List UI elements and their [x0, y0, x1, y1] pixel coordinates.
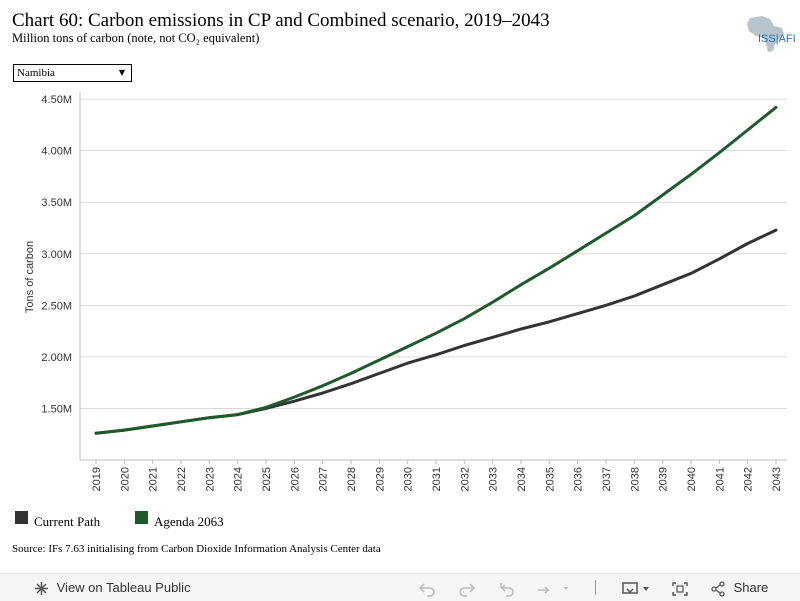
x-tick-label: 2040	[686, 467, 698, 491]
revert-icon	[500, 582, 514, 597]
country-dropdown[interactable]: Namibia ▼	[13, 64, 132, 82]
x-tick-label: 2035	[544, 467, 556, 491]
x-tick-label: 2031	[431, 467, 443, 491]
gridlines	[80, 98, 787, 409]
x-tick-label: 2030	[403, 467, 415, 491]
share-label: Share	[733, 580, 769, 595]
legend-label: Agenda 2063	[154, 514, 224, 529]
undo-button[interactable]	[418, 574, 436, 601]
x-tick-label: 2043	[771, 467, 783, 491]
y-tick-label: 2.50M	[41, 300, 72, 312]
redo-button[interactable]	[458, 574, 476, 601]
revert-button[interactable]	[498, 574, 516, 601]
legend-swatch	[135, 511, 148, 524]
refresh-icon	[538, 586, 568, 594]
x-tick-label: 2023	[204, 467, 216, 491]
logo-text: ISS|AFI	[758, 33, 796, 45]
y-tick-label: 3.00M	[41, 249, 72, 261]
share-button[interactable]: Share	[710, 574, 768, 601]
x-tick-label: 2041	[714, 467, 726, 491]
refresh-button[interactable]	[536, 574, 570, 601]
y-tick-label: 4.00M	[41, 146, 72, 158]
undo-icon	[418, 583, 435, 597]
x-tick-label: 2032	[459, 467, 471, 491]
download-icon	[622, 581, 649, 594]
tableau-logo-icon	[35, 582, 48, 596]
y-tick-label: 3.50M	[41, 197, 72, 209]
download-button[interactable]	[621, 574, 651, 601]
country-dropdown-value: Namibia	[17, 67, 55, 79]
x-tick-label: 2042	[743, 467, 755, 491]
fullscreen-button[interactable]	[671, 574, 689, 601]
legend-label: Current Path	[34, 514, 101, 529]
x-tick-label: 2033	[488, 467, 500, 491]
toolbar-divider	[595, 580, 596, 595]
x-tick-label: 2027	[318, 467, 330, 491]
x-tick-label: 2026	[289, 467, 301, 491]
x-tick-label: 2029	[374, 467, 386, 491]
y-tick-label: 4.50M	[41, 94, 72, 106]
redo-icon	[459, 583, 476, 597]
africa-map-icon	[747, 16, 784, 52]
view-on-tableau-label: View on Tableau Public	[56, 580, 191, 595]
series-line-agenda-2063	[94, 105, 778, 435]
x-tick-label: 2025	[261, 467, 273, 491]
x-tick-label: 2022	[176, 467, 188, 491]
dropdown-arrow-icon: ▼	[118, 68, 125, 77]
x-tick-label: 2034	[516, 467, 528, 491]
y-tick-label: 2.00M	[41, 352, 72, 364]
x-tick-labels: 2019 2020 2021 2022 2023 2024 2025 2026 2027 2028…	[91, 467, 783, 491]
x-tick-label: 2024	[233, 467, 245, 491]
chart-subtitle: Million tons of carbon (note, not CO₂ eq…	[12, 31, 260, 45]
y-tick-labels: 1.50M 2.00M 2.50M 3.00M 3.50M 4.00M 4.50M	[41, 94, 72, 415]
y-tick-label: 1.50M	[41, 403, 72, 415]
x-tick-label: 2019	[91, 467, 103, 491]
line-chart: 1.50M 2.00M 2.50M 3.00M 3.50M 4.00M 4.50M 2019…	[24, 92, 787, 491]
x-tick-label: 2039	[658, 467, 670, 491]
x-tick-label: 2037	[601, 467, 613, 491]
axes	[79, 92, 787, 464]
series-lines	[94, 105, 778, 435]
x-tick-label: 2028	[346, 467, 358, 491]
y-axis-label: Tons of carbon	[24, 241, 36, 313]
x-tick-label: 2021	[148, 467, 160, 491]
fullscreen-icon	[672, 581, 688, 596]
view-on-tableau-button[interactable]: View on Tableau Public	[34, 574, 191, 601]
x-tick-label: 2038	[629, 467, 641, 491]
legend-swatch	[15, 511, 28, 524]
tableau-toolbar: View on Tableau Public Share	[0, 573, 800, 601]
chart-title: Chart 60: Carbon emissions in CP and Com…	[12, 10, 550, 31]
source-note: Source: IFs 7.63 initialising from Carbo…	[12, 543, 381, 555]
share-icon	[711, 580, 725, 597]
x-tick-label: 2020	[119, 467, 131, 491]
x-tick-label: 2036	[573, 467, 585, 491]
